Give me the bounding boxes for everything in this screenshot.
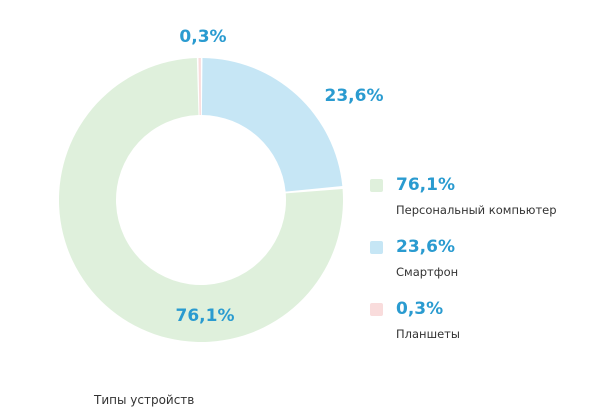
slice-label-smartphone: 23,6% — [325, 86, 384, 106]
legend-item-smartphone: 23,6% Смартфон — [370, 236, 595, 298]
slice-label-pc: 76,1% — [176, 306, 235, 326]
donut-slices — [58, 58, 344, 343]
legend-label-smartphone: Смартфон — [396, 265, 459, 279]
chart-caption: Типы устройств — [94, 393, 195, 407]
slice-tablets — [198, 58, 201, 116]
slice-label-tablets: 0,3% — [179, 27, 226, 47]
legend-label-tablets: Планшеты — [396, 327, 460, 341]
legend-swatch-smartphone — [370, 241, 383, 254]
legend-item-tablets: 0,3% Планшеты — [370, 298, 595, 360]
slice-labels: 76,1% 23,6% 0,3% — [176, 27, 384, 326]
legend-swatch-tablets — [370, 303, 383, 316]
legend-item-pc: 76,1% Персональный компьютер — [370, 174, 595, 236]
legend-value-tablets: 0,3% — [396, 299, 444, 319]
legend-value-pc: 76,1% — [396, 175, 455, 195]
slice-smartphone — [201, 58, 343, 192]
legend: 76,1% Персональный компьютер 23,6% Смарт… — [370, 174, 595, 360]
legend-swatch-pc — [370, 179, 383, 192]
legend-label-pc: Персональный компьютер — [396, 203, 557, 217]
legend-value-smartphone: 23,6% — [396, 237, 455, 257]
slice-pc — [58, 58, 344, 343]
